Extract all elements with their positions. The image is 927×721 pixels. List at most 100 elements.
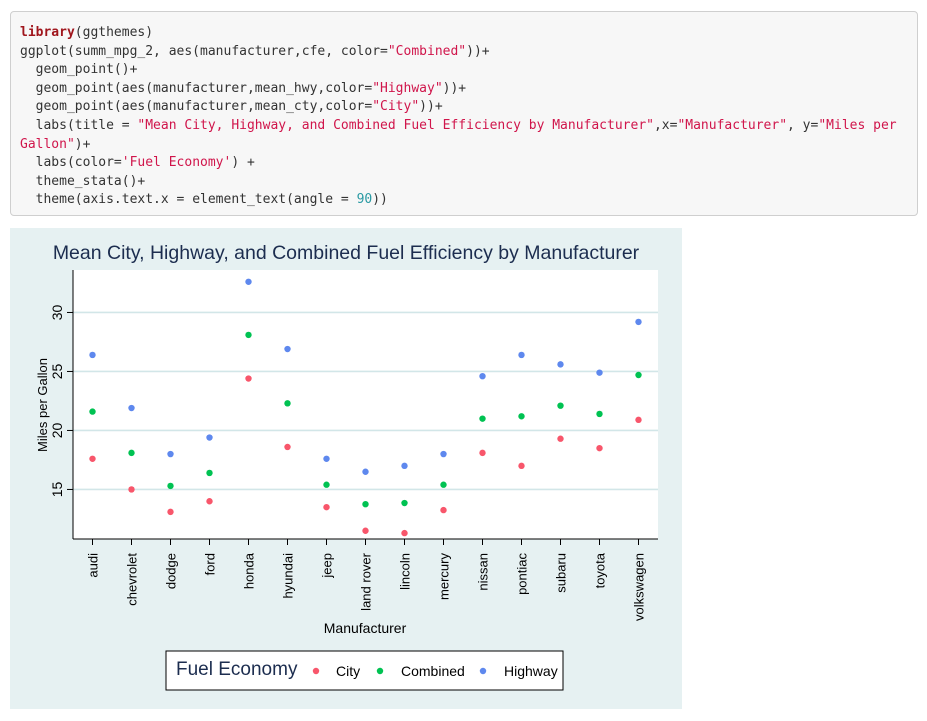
point-city bbox=[362, 527, 369, 534]
point-highway bbox=[89, 351, 96, 359]
x-tick-label: lincoln bbox=[398, 553, 413, 590]
legend-key-highway bbox=[479, 667, 487, 675]
x-tick-label: subaru bbox=[554, 553, 569, 593]
code-token: "Manufacturer" bbox=[677, 117, 788, 133]
point-combined bbox=[635, 371, 642, 379]
point-combined bbox=[323, 481, 330, 488]
point-city bbox=[167, 508, 174, 516]
point-combined bbox=[596, 410, 603, 418]
code-token: library bbox=[20, 25, 75, 40]
point-combined bbox=[206, 469, 213, 477]
point-highway bbox=[440, 450, 447, 458]
legend-label-combined: Combined bbox=[401, 663, 465, 679]
code-token: labs(color= bbox=[20, 155, 122, 171]
point-combined bbox=[518, 413, 525, 420]
code-token: "Miles per Gallon" bbox=[20, 117, 905, 152]
y-axis-title: Miles per Gallon bbox=[35, 358, 50, 452]
code-token: ) + bbox=[231, 155, 255, 171]
point-highway bbox=[518, 351, 525, 359]
x-tick-label: ford bbox=[203, 553, 218, 575]
y-tick-label: 25 bbox=[49, 363, 65, 379]
point-city bbox=[479, 449, 486, 457]
code-token: ))+ bbox=[466, 43, 490, 59]
code-token: "Highway" bbox=[372, 80, 443, 96]
point-city bbox=[596, 444, 603, 452]
x-tick-label: jeep bbox=[320, 553, 335, 579]
code-token: "Combined" bbox=[387, 43, 467, 59]
x-axis-title: Manufacturer bbox=[324, 620, 407, 636]
code-token: "Mean City, Highway, and Combined Fuel E… bbox=[137, 117, 654, 133]
x-tick-label: audi bbox=[86, 553, 101, 578]
point-highway bbox=[128, 404, 135, 412]
code-token: ggplot(summ_mpg_2, aes(manufacturer,cfe,… bbox=[20, 43, 388, 59]
point-highway bbox=[284, 345, 291, 353]
point-highway bbox=[401, 462, 408, 470]
point-combined bbox=[245, 331, 252, 339]
code-block: library(ggthemes) ggplot(summ_mpg_2, aes… bbox=[10, 11, 918, 216]
point-city bbox=[245, 375, 252, 382]
point-city bbox=[401, 529, 408, 537]
x-tick-label: hyundai bbox=[281, 553, 296, 599]
point-highway bbox=[362, 468, 369, 475]
point-city bbox=[518, 462, 525, 470]
point-highway bbox=[323, 455, 330, 462]
point-highway bbox=[245, 278, 252, 285]
x-tick-label: toyota bbox=[593, 552, 608, 588]
point-highway bbox=[206, 434, 213, 441]
code-token: , y= bbox=[787, 117, 819, 133]
point-city bbox=[89, 455, 96, 462]
x-tick-label: nissan bbox=[476, 553, 491, 591]
legend-title: Fuel Economy bbox=[176, 659, 298, 680]
point-city bbox=[440, 506, 447, 514]
code-token: theme(axis.text.x = element_text(angle = bbox=[20, 192, 357, 208]
legend-label-highway: Highway bbox=[504, 663, 558, 679]
code-token: )+ bbox=[74, 136, 91, 152]
point-combined bbox=[557, 402, 564, 409]
x-tick-label: land rover bbox=[359, 552, 374, 610]
code-token: (ggthemes) bbox=[74, 25, 154, 40]
code-token: "City" bbox=[372, 99, 420, 115]
x-tick-label: dodge bbox=[164, 553, 179, 589]
point-combined bbox=[401, 499, 408, 507]
chart-title: Mean City, Highway, and Combined Fuel Ef… bbox=[53, 242, 640, 264]
point-combined bbox=[362, 500, 369, 508]
point-city bbox=[557, 435, 564, 442]
x-tick-label: honda bbox=[242, 552, 257, 589]
code-token: ))+ bbox=[442, 80, 467, 96]
plot-area bbox=[73, 270, 658, 539]
legend-label-city: City bbox=[336, 663, 360, 679]
point-highway bbox=[167, 450, 174, 458]
legend-box bbox=[165, 650, 564, 691]
x-tick-label: chevrolet bbox=[125, 553, 140, 606]
point-city bbox=[635, 416, 642, 424]
point-combined bbox=[167, 482, 174, 490]
point-city bbox=[206, 498, 213, 505]
code-token: 'Fuel Economy' bbox=[121, 155, 232, 171]
point-highway bbox=[557, 361, 564, 368]
code-token: theme_stata()+ bbox=[20, 173, 146, 189]
x-tick-label: mercury bbox=[437, 553, 452, 600]
chart-svg: 15 20 25 30 audi chevrolet dodge ford honda hyund… bbox=[35, 242, 658, 691]
point-city bbox=[284, 443, 291, 451]
point-city bbox=[128, 486, 135, 493]
point-combined bbox=[128, 449, 135, 457]
code-text: library(ggthemes) ggplot(summ_mpg_2, aes… bbox=[20, 24, 908, 210]
code-token: labs(title = bbox=[20, 117, 138, 133]
legend-key-city bbox=[312, 667, 320, 675]
code-token: )) bbox=[372, 192, 388, 208]
y-tick-label: 30 bbox=[49, 304, 65, 320]
code-token: geom_point()+ bbox=[20, 62, 138, 78]
code-token: geom_point(aes(manufacturer,mean_cty,col… bbox=[20, 99, 373, 115]
x-tick-label: pontiac bbox=[515, 553, 530, 595]
y-tick-label: 15 bbox=[49, 481, 65, 497]
point-combined bbox=[479, 415, 486, 422]
chart-panel: 15 20 25 30 audi chevrolet dodge ford honda hyund… bbox=[10, 228, 682, 709]
code-token: geom_point(aes(manufacturer,mean_hwy,col… bbox=[20, 80, 373, 96]
point-highway bbox=[635, 318, 642, 326]
code-token: ))+ bbox=[419, 99, 443, 115]
point-highway bbox=[596, 369, 603, 376]
point-combined bbox=[284, 400, 291, 407]
point-city bbox=[323, 503, 330, 511]
code-token: 90 bbox=[356, 192, 373, 208]
x-tick-label: volkswagen bbox=[632, 553, 647, 621]
